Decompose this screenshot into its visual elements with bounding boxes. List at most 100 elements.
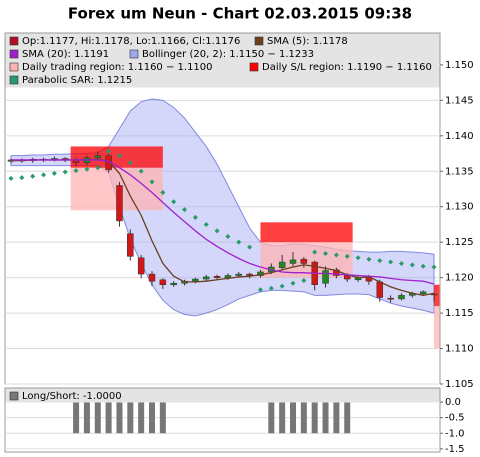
bar xyxy=(344,402,351,434)
legend-label: Daily S/L region: 1.1190 − 1.1160 xyxy=(262,62,432,73)
y-tick-label: -0.5 xyxy=(445,413,465,424)
legend-box xyxy=(5,33,440,88)
sar-dot xyxy=(138,168,144,174)
sar-dot xyxy=(333,252,339,258)
y-tick-label: 1.150 xyxy=(445,60,474,71)
candle-body xyxy=(192,278,199,282)
sar-dot xyxy=(268,285,274,291)
sar-dot xyxy=(84,166,90,172)
sar-dot xyxy=(95,165,101,171)
sar-dot xyxy=(127,160,133,166)
bar xyxy=(138,402,145,434)
sub-legend-box xyxy=(5,388,440,403)
bar xyxy=(333,402,340,434)
sar-dot xyxy=(30,173,36,179)
region xyxy=(434,306,440,349)
candle-body xyxy=(224,275,232,278)
overlay: 1.150 1.145 1.140 1.135 1.130 1.125 1.120 1.115… xyxy=(9,36,474,455)
y-tick-label: 1.135 xyxy=(445,166,474,177)
sar-dot xyxy=(257,287,263,293)
bar xyxy=(116,402,123,434)
bar xyxy=(149,402,155,434)
y-tick-label: 1.130 xyxy=(445,202,474,213)
bar xyxy=(94,402,101,434)
region xyxy=(434,284,440,306)
indicator-line xyxy=(11,159,435,285)
legend-swatch xyxy=(9,62,19,72)
bar xyxy=(105,402,112,434)
sar-dot xyxy=(116,153,122,159)
sar-dot xyxy=(344,253,350,259)
sar-dot xyxy=(366,256,372,262)
bar xyxy=(73,402,80,434)
sar-dot xyxy=(290,280,296,286)
legend-label: Long/Short: -1.0000 xyxy=(22,391,122,402)
candle-body xyxy=(170,283,177,285)
legend-label: SMA (20): 1.1191 xyxy=(22,49,109,60)
sar-dot xyxy=(409,262,415,268)
candle-body xyxy=(278,261,286,268)
bar xyxy=(127,402,134,434)
legend-label: Bollinger (20, 2): 1.1150 − 1.1233 xyxy=(142,49,314,60)
bar xyxy=(159,402,166,434)
candle-body xyxy=(300,258,308,264)
sar-dot xyxy=(301,277,307,283)
legend-label: Op:1.1177, Hi:1.1178, Lo:1.1166, Cl:1.11… xyxy=(22,36,240,47)
legend-label: Parabolic SAR: 1.1215 xyxy=(22,75,132,86)
candle-body xyxy=(387,297,394,300)
legend-swatch xyxy=(9,36,19,46)
bar xyxy=(279,402,286,434)
sar-dot xyxy=(19,175,25,181)
legend-swatch xyxy=(249,62,259,72)
candle-body xyxy=(343,275,351,280)
y-tick-label: 1.105 xyxy=(445,379,474,390)
candle-body xyxy=(148,273,156,282)
sar-dot xyxy=(8,175,14,181)
candle-body xyxy=(159,279,167,285)
sar-dot xyxy=(182,207,188,213)
legend-swatch xyxy=(254,36,264,46)
bar xyxy=(83,402,90,434)
legend-swatch xyxy=(129,49,139,59)
y-tick-label: 1.115 xyxy=(445,308,474,319)
y-tick-label: 1.145 xyxy=(445,95,474,106)
sar-dot xyxy=(323,251,329,257)
candle-body xyxy=(419,291,427,295)
sar-dot xyxy=(62,169,68,175)
candle-body xyxy=(246,273,253,276)
sar-dot xyxy=(160,190,166,196)
main-plot xyxy=(7,98,440,434)
bar xyxy=(290,402,296,434)
sar-dot xyxy=(377,258,383,264)
y-tick-label: -1.0 xyxy=(445,428,465,439)
sar-dot xyxy=(398,260,404,266)
y-tick-label: 1.140 xyxy=(445,131,474,142)
candle-body xyxy=(202,276,210,280)
sar-dot xyxy=(106,148,112,154)
bar xyxy=(268,402,275,434)
bar xyxy=(322,402,329,434)
legend-swatch xyxy=(9,391,19,401)
candle-body xyxy=(137,257,145,275)
candle-body xyxy=(116,185,123,222)
sar-dot xyxy=(73,168,79,174)
sar-dot xyxy=(279,283,285,289)
legend-swatch xyxy=(9,49,19,59)
candle-body xyxy=(127,233,134,257)
bar xyxy=(300,402,307,434)
sar-dot xyxy=(214,228,220,234)
sar-dot xyxy=(225,234,231,240)
chart-title: Forex um Neun - Chart 02.03.2015 09:38 xyxy=(68,5,412,23)
sar-dot xyxy=(236,239,242,245)
sar-dot xyxy=(247,244,253,250)
region xyxy=(70,146,163,168)
candle-body xyxy=(289,259,297,264)
legend-swatch xyxy=(9,75,19,85)
candle-body xyxy=(376,281,384,298)
candle-body xyxy=(235,273,243,276)
y-tick-label: -1.5 xyxy=(445,444,465,455)
sar-dot xyxy=(203,221,209,227)
y-tick-label: 1.110 xyxy=(445,344,474,355)
sar-dot xyxy=(420,263,426,269)
